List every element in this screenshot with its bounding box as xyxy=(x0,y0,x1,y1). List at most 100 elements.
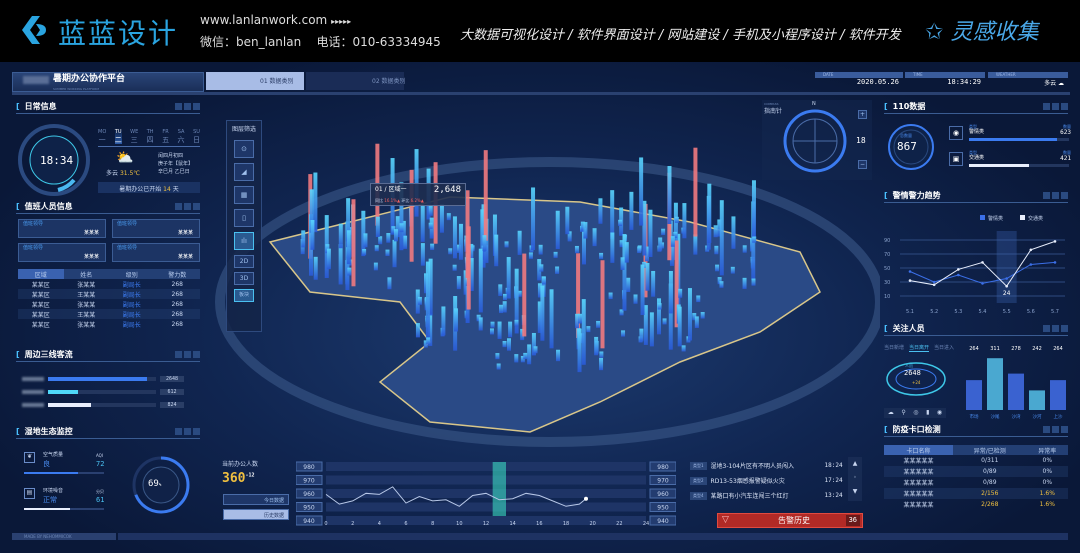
window-icon[interactable] xyxy=(184,203,191,210)
data-point[interactable] xyxy=(1029,248,1033,252)
focus-tab[interactable]: 当日进入 xyxy=(934,345,955,351)
scroll-up-icon[interactable]: ▲ xyxy=(852,460,858,467)
3d-map[interactable] xyxy=(200,102,880,492)
chart-icon[interactable]: ılı xyxy=(234,232,254,250)
data-point[interactable] xyxy=(932,283,936,287)
data-point[interactable] xyxy=(1005,277,1008,280)
expand-icon[interactable] xyxy=(1061,192,1068,199)
column-header[interactable]: 姓名 xyxy=(63,269,109,279)
column-header[interactable]: 异常/已检测 xyxy=(952,445,1027,455)
duty-card[interactable]: 值班领导 某某某 xyxy=(112,219,200,238)
close-icon[interactable] xyxy=(1043,192,1050,199)
close-icon[interactable] xyxy=(1043,103,1050,110)
weekday[interactable]: FR 五 xyxy=(162,128,169,144)
alert-item[interactable]: 类型1 湿地3-104片区有不明人员闯入 18:24 xyxy=(690,458,850,473)
weekday[interactable]: MO 一 xyxy=(98,128,106,144)
table-row[interactable]: 某某区 张某某 副局长 268 xyxy=(18,319,200,329)
book-icon[interactable]: ▯ xyxy=(234,209,254,227)
close-icon[interactable] xyxy=(175,351,182,358)
tab-data-2[interactable]: 02 数据类别 xyxy=(306,72,406,90)
expand-icon[interactable] xyxy=(193,103,200,110)
duty-card[interactable]: 值班领导 某某某 xyxy=(18,243,106,262)
data-point[interactable] xyxy=(981,282,984,285)
table-row[interactable]: 某某区 张某某 副局长 268 xyxy=(18,299,200,309)
battery-icon[interactable]: ▮ xyxy=(926,409,930,416)
alert-item[interactable]: 类型2 RD13-53烟感报警疑似火灾 17:24 xyxy=(690,473,850,488)
table-row[interactable]: 某某某某某 0/311 0% xyxy=(884,455,1068,466)
bar[interactable] xyxy=(1008,373,1024,410)
location-icon[interactable]: ⊙ xyxy=(234,140,254,158)
focus-tab[interactable]: 当日新增 xyxy=(884,345,905,351)
data-point[interactable] xyxy=(1053,261,1057,264)
compass-dial-icon[interactable] xyxy=(782,108,848,174)
data-point[interactable] xyxy=(1005,284,1008,288)
data-point[interactable] xyxy=(1029,263,1033,266)
weekday[interactable]: TH 四 xyxy=(147,128,154,144)
legend-label[interactable]: 警情类 xyxy=(988,215,1003,222)
window-icon[interactable] xyxy=(1052,325,1059,332)
weekday[interactable]: TU 二 xyxy=(114,128,122,144)
alert-scroll[interactable]: ▲ ◦ ▼ xyxy=(848,457,862,501)
window-icon[interactable] xyxy=(1052,192,1059,199)
duty-card[interactable]: 值班领导 某某某 xyxy=(112,243,200,262)
window-icon[interactable] xyxy=(1052,103,1059,110)
zoom-in-button[interactable]: + xyxy=(858,110,867,119)
legend-label[interactable]: 交通类 xyxy=(1028,215,1043,222)
alert-item[interactable]: 类型4 某路口有小汽车连闯三个红灯 13:24 xyxy=(690,488,850,503)
layer-mode-button[interactable]: 3D xyxy=(234,272,254,285)
data-point[interactable] xyxy=(1053,240,1057,243)
close-icon[interactable] xyxy=(175,103,182,110)
scroll-dot-icon[interactable]: ◦ xyxy=(853,474,857,481)
expand-icon[interactable] xyxy=(193,203,200,210)
expand-icon[interactable] xyxy=(193,428,200,435)
duty-card[interactable]: 值班领导 某某某 xyxy=(18,219,106,238)
close-icon[interactable] xyxy=(1043,426,1050,433)
close-icon[interactable] xyxy=(175,428,182,435)
expand-icon[interactable] xyxy=(1061,426,1068,433)
close-icon[interactable] xyxy=(1043,325,1050,332)
car-icon[interactable]: ◉ xyxy=(936,409,943,416)
table-row[interactable]: 某某某某某 0/89 0% xyxy=(884,466,1068,477)
expand-icon[interactable] xyxy=(1061,325,1068,332)
window-icon[interactable] xyxy=(184,103,191,110)
target-icon[interactable]: ◎ xyxy=(913,409,919,416)
grid-icon[interactable]: ▦ xyxy=(234,186,254,204)
signal-icon[interactable]: ◢ xyxy=(234,163,254,181)
scroll-down-icon[interactable]: ▼ xyxy=(852,488,858,495)
weekday[interactable]: WE 三 xyxy=(130,128,138,144)
table-row[interactable]: 某某某某某 0/89 0% xyxy=(884,477,1068,488)
column-header[interactable]: 警力数 xyxy=(154,269,200,279)
table-row[interactable]: 某某区 王某某 副局长 268 xyxy=(18,309,200,319)
data-point[interactable] xyxy=(908,279,912,282)
table-row[interactable]: 某某某某某 2/268 1.6% xyxy=(884,499,1068,510)
today-data-button[interactable]: 今日数据 xyxy=(223,494,289,505)
data-point[interactable] xyxy=(957,268,960,271)
table-row[interactable]: 某某某某某 2/156 1.6% xyxy=(884,488,1068,499)
window-icon[interactable] xyxy=(184,428,191,435)
alarm-history-button[interactable]: ▽ 告警历史 36 xyxy=(717,513,863,528)
zoom-out-button[interactable]: − xyxy=(858,160,867,169)
bar[interactable] xyxy=(987,358,1003,410)
data-point[interactable] xyxy=(908,270,912,273)
column-header[interactable]: 卡口名称 xyxy=(884,445,953,455)
layer-mode-button[interactable]: 板块 xyxy=(234,289,254,302)
table-row[interactable]: 某某区 张某某 副局长 268 xyxy=(18,279,200,289)
weekday[interactable]: SA 六 xyxy=(178,128,185,144)
data-point[interactable] xyxy=(932,280,936,284)
close-icon[interactable] xyxy=(175,203,182,210)
layer-mode-button[interactable]: 2D xyxy=(234,255,254,268)
column-header[interactable]: 级别 xyxy=(109,269,155,279)
tab-data-1[interactable]: 01 数据类别 xyxy=(206,72,304,90)
data-point[interactable] xyxy=(957,273,960,277)
weekday[interactable]: SU 日 xyxy=(193,128,200,144)
window-icon[interactable] xyxy=(1052,426,1059,433)
expand-icon[interactable] xyxy=(1061,103,1068,110)
column-header[interactable]: 区域 xyxy=(18,269,64,279)
data-point[interactable] xyxy=(981,261,984,264)
cloud-icon[interactable]: ☁ xyxy=(887,409,894,416)
focus-tab[interactable]: 当日离开 xyxy=(909,345,930,352)
history-data-button[interactable]: 历史数据 xyxy=(223,509,289,520)
link-icon[interactable]: ⚲ xyxy=(901,409,906,416)
110-item[interactable]: ◉ 类型 警情类 数量 623 xyxy=(949,124,1071,150)
column-header[interactable]: 异常率 xyxy=(1026,445,1068,455)
